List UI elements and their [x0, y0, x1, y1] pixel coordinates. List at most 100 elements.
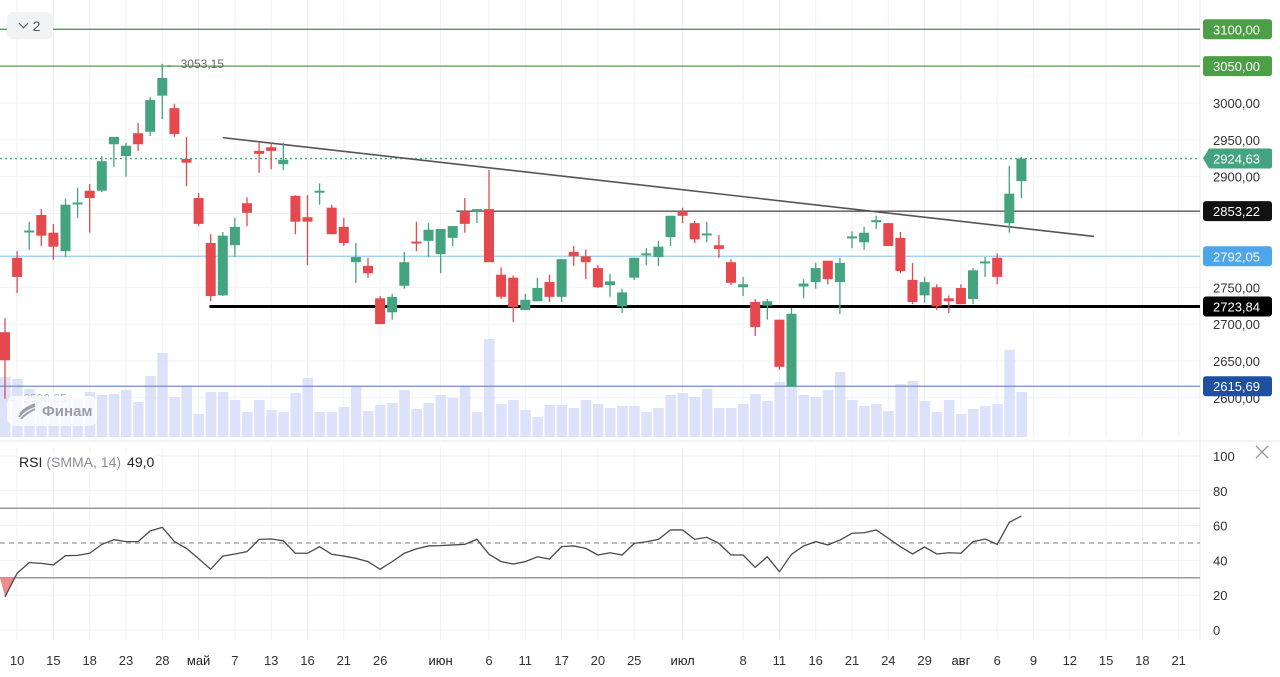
candle-body-up [24, 230, 35, 233]
candle-body-down [205, 243, 216, 297]
price-level-tag [1203, 56, 1272, 77]
price-level-label: 2853,22 [1213, 204, 1260, 219]
candle-body-up [72, 202, 83, 205]
candle-body-down [411, 241, 422, 244]
candle-body-down [907, 279, 918, 302]
volume-bar [181, 387, 192, 437]
candle-body-down [12, 257, 23, 277]
candle-body-up [629, 257, 640, 278]
candle-body-down [992, 257, 1003, 277]
price-level-tag [1203, 296, 1272, 317]
candle-body-down [592, 268, 603, 288]
time-axis-label: 16 [300, 653, 314, 668]
price-axis-label: 2750,00 [1213, 280, 1260, 295]
candle-body-down [254, 150, 265, 154]
volume-bar [302, 378, 313, 437]
volume-bar [338, 407, 350, 437]
candle-body-down [84, 190, 95, 199]
candle-body-up [229, 226, 240, 246]
volume-bar [1016, 392, 1027, 437]
candle-body-down [895, 237, 906, 272]
chevron-down-icon [18, 18, 29, 29]
volume-bar [907, 381, 918, 437]
volume-bar [447, 398, 459, 437]
price-levels [0, 28, 1200, 387]
candle-body-up [1004, 193, 1015, 224]
volume-bar [266, 410, 277, 437]
volume-bar [544, 405, 555, 437]
volume-bar [943, 400, 955, 437]
volume-bar [326, 412, 338, 437]
volume-bar [411, 409, 422, 437]
collapse-indicators-button[interactable]: 2 [7, 12, 53, 39]
volume-bar [169, 397, 180, 437]
candle-body-up [798, 283, 809, 287]
rsi-panel [0, 507, 1200, 598]
time-axis-label: 13 [264, 653, 278, 668]
volume-bar [726, 408, 737, 437]
candle-body-up [157, 77, 168, 96]
volume-bar [96, 395, 108, 437]
rsi-legend: RSI (SMMA, 14) 49,0 [17, 453, 157, 471]
candle-body-down [169, 108, 180, 134]
volume-bar [568, 408, 580, 437]
price-level-label: 2924,63 [1213, 152, 1260, 167]
candle-body-up [653, 246, 664, 258]
time-axis-month-label: май [187, 653, 210, 668]
axes: 3000,00 2950,00 2900,00 2750,00 2700,00 2650,… [10, 96, 1260, 668]
finam-logo-icon [18, 403, 36, 419]
candle-body-down [508, 277, 519, 308]
price-level-label: 2723,84 [1213, 300, 1260, 315]
candle-body-up [847, 236, 857, 239]
volume-bar [399, 390, 410, 437]
volume-bar [592, 404, 604, 437]
rsi-oversold-fill [0, 577, 15, 597]
volume-bar [290, 393, 301, 437]
time-axis-label: 6 [485, 653, 492, 668]
time-axis-label: 11 [773, 653, 787, 668]
volume-bar [992, 404, 1003, 437]
candle-body-down [302, 217, 313, 222]
candle-body-up [871, 220, 882, 223]
volume-bar [955, 414, 967, 437]
candle-body-down [713, 245, 724, 249]
volume-bar [677, 393, 689, 437]
price-level-tag [1203, 201, 1272, 222]
volume-bar [108, 394, 120, 437]
volume-bar [810, 397, 822, 437]
price-level-tag [1203, 246, 1272, 267]
price-axis-label: 2650,00 [1213, 354, 1260, 369]
price-axis-label: 3000,00 [1213, 96, 1260, 111]
candle-body-up [435, 229, 446, 255]
time-axis-label: 12 [1063, 653, 1077, 668]
time-axis-label: 21 [337, 653, 351, 668]
volume-bars [0, 339, 1027, 437]
volume-bar [847, 400, 858, 437]
time-axis-label: 18 [82, 653, 96, 668]
candle-body-up [314, 190, 325, 193]
close-rsi-button[interactable] [1253, 443, 1271, 461]
volume-bar [350, 387, 362, 437]
volume-bar [641, 412, 652, 437]
finam-logo: Финам [7, 396, 97, 426]
time-axis-label: 28 [155, 653, 169, 668]
close-icon [1255, 445, 1269, 459]
candle-body-up [641, 253, 652, 256]
rsi-params: (SMMA, 14) [46, 454, 122, 470]
candle-body-down [726, 262, 736, 283]
candle-body-down [266, 147, 277, 151]
volume-bar [314, 412, 326, 437]
candle-body-up [217, 235, 228, 296]
volume-bar [205, 392, 217, 437]
volume-bar [665, 395, 676, 437]
volume-bar [822, 390, 834, 437]
candle-body-up [665, 215, 676, 238]
candle-body-up [1016, 158, 1027, 182]
candle-body-up [520, 299, 531, 311]
time-axis-label: 17 [554, 653, 568, 668]
candle-body-up [701, 233, 712, 236]
candle-body-down [496, 274, 507, 297]
price-level-label: 3100,00 [1213, 22, 1260, 37]
candle-body-up [121, 145, 131, 157]
